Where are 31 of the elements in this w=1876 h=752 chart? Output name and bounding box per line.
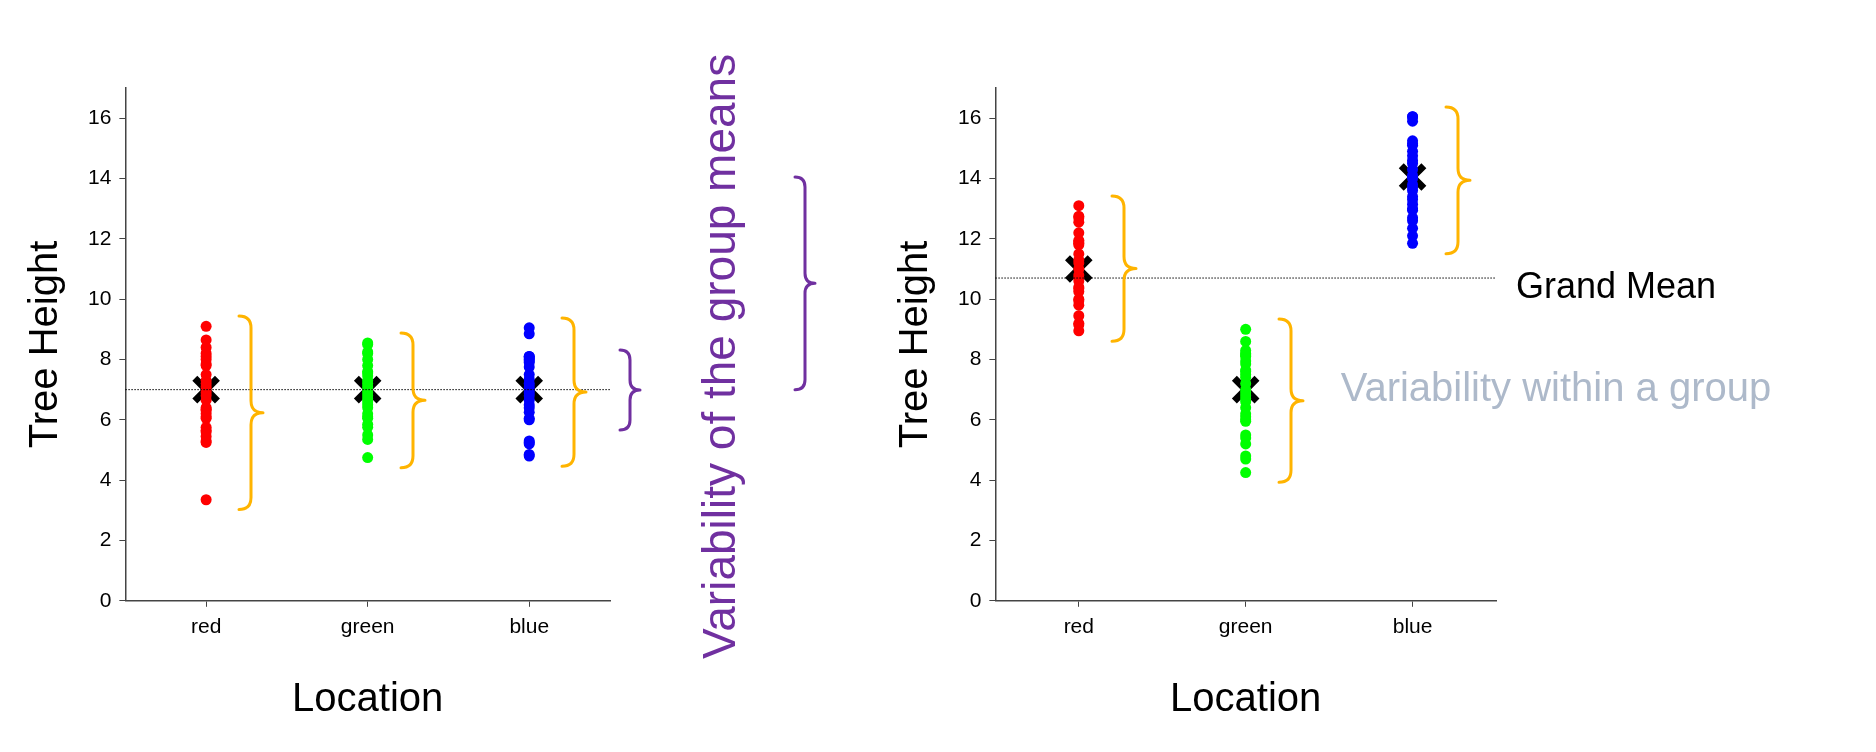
y-tick-label: 12: [88, 225, 112, 249]
y-tick-label: 6: [969, 406, 982, 430]
y-tick-label: 10: [958, 285, 982, 309]
x-tick-label: blue: [1392, 614, 1433, 638]
y-tick-label: 16: [958, 104, 982, 128]
x-axis-title: Location: [1170, 675, 1322, 720]
y-tick-label: 0: [969, 587, 982, 611]
annotation: Variability within a group: [1340, 364, 1772, 409]
x-tick-label: green: [340, 614, 395, 638]
y-tick-label: 6: [99, 406, 112, 430]
y-axis-title: Tree Height: [21, 240, 66, 449]
y-tick-label: 10: [88, 285, 112, 309]
y-tick-label: 2: [99, 527, 112, 551]
x-tick-label: red: [190, 614, 222, 638]
y-axis-title: Tree Height: [891, 240, 936, 449]
x-tick-label: green: [1218, 614, 1273, 638]
y-tick-label: 14: [88, 165, 112, 189]
y-tick-label: 8: [99, 346, 112, 370]
y-tick-label: 8: [969, 346, 982, 370]
y-tick-label: 0: [99, 587, 112, 611]
y-tick-label: 4: [969, 466, 982, 490]
y-tick-label: 16: [88, 104, 112, 128]
y-tick-label: 14: [958, 165, 982, 189]
y-tick-label: 12: [958, 225, 982, 249]
ref-line-label: Grand Mean: [1516, 264, 1717, 306]
x-tick-label: blue: [509, 614, 550, 638]
x-axis-title: Location: [292, 675, 444, 720]
text: Variability of the group means: [692, 53, 745, 659]
x-tick-label: red: [1063, 614, 1094, 638]
y-tick-label: 2: [969, 527, 982, 551]
y-tick-label: 4: [99, 466, 112, 490]
